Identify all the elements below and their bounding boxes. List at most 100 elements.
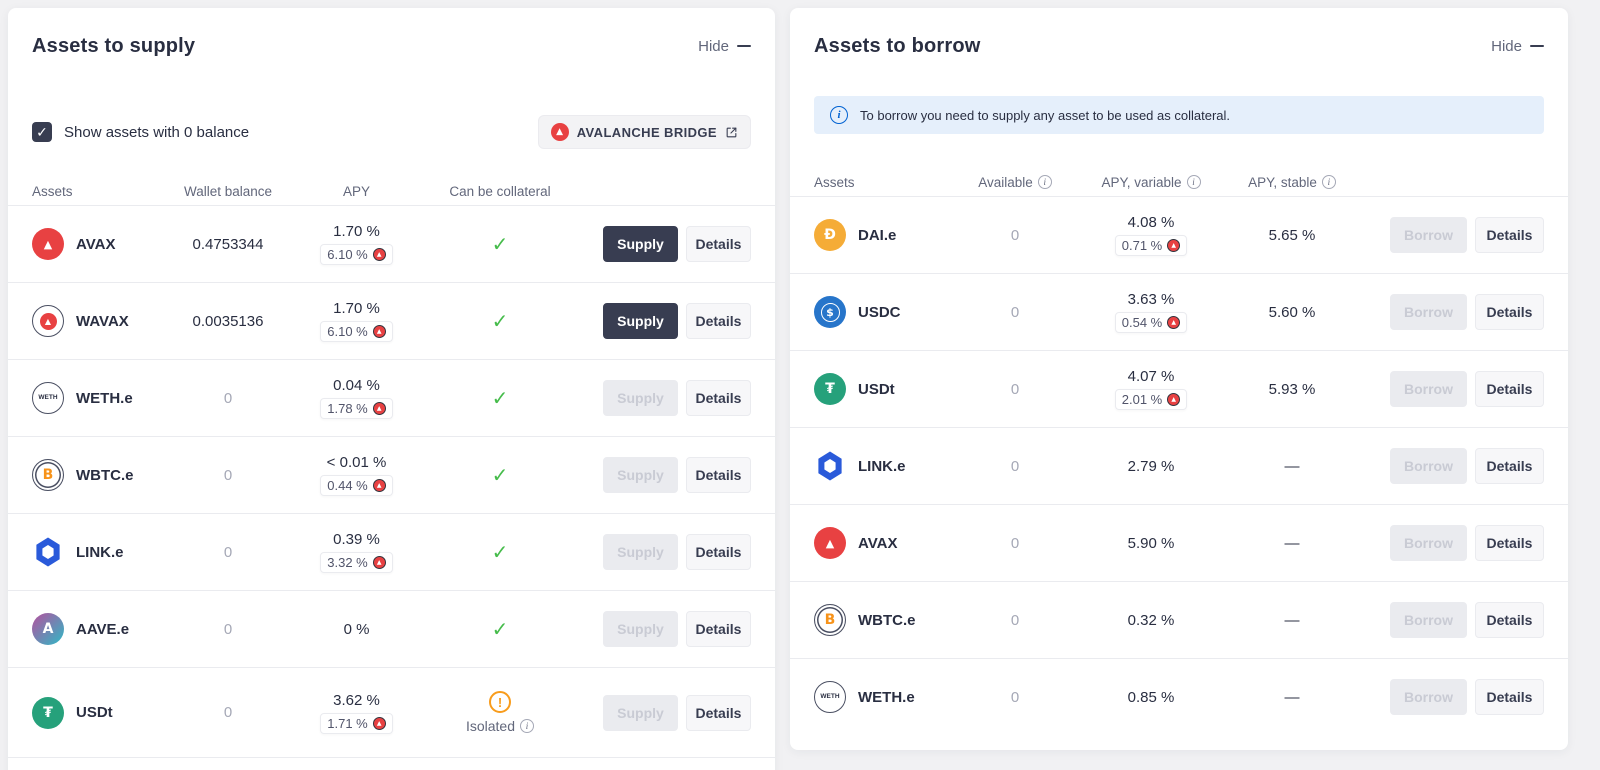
- supply-button[interactable]: Supply: [603, 303, 678, 339]
- supply-button[interactable]: Supply: [603, 694, 678, 731]
- coin-glyph: Ð: [824, 227, 836, 243]
- wallet-balance-value: 0.4753344: [192, 235, 264, 253]
- details-button[interactable]: Details: [1474, 525, 1544, 561]
- asset-cell: WETH WETH.e: [814, 681, 944, 713]
- coin-glyph: B: [42, 467, 54, 483]
- supply-button[interactable]: Supply: [603, 611, 678, 647]
- asset-cell: ▲ AVAX: [32, 228, 162, 260]
- borrow-button[interactable]: Borrow: [1390, 371, 1467, 407]
- column-header-apy-variable: APY, variable i: [1086, 175, 1216, 190]
- apy-reward-badge[interactable]: 1.78 % ▲: [320, 398, 393, 419]
- apy-variable-value: 4.07 %: [1127, 368, 1175, 385]
- apy-cell: 0.39 % 3.32 % ▲: [294, 531, 419, 573]
- collateral-info-banner: i To borrow you need to supply any asset…: [814, 96, 1544, 134]
- hide-button[interactable]: Hide: [1491, 38, 1544, 55]
- borrow-button[interactable]: Borrow: [1390, 217, 1467, 253]
- details-button[interactable]: Details: [685, 534, 751, 570]
- apy-stable-value: 5.65 %: [1268, 226, 1316, 244]
- link-icon: [32, 536, 64, 568]
- apy-reward-value: 6.10 %: [327, 324, 368, 339]
- details-button[interactable]: Details: [1474, 217, 1544, 253]
- borrow-button[interactable]: Borrow: [1390, 679, 1467, 715]
- details-button[interactable]: Details: [685, 380, 751, 416]
- available-value: 0: [1010, 303, 1020, 321]
- show-zero-balance-checkbox[interactable]: ✓ Show assets with 0 balance: [32, 122, 249, 142]
- details-button[interactable]: Details: [1474, 448, 1544, 484]
- borrow-button[interactable]: Borrow: [1390, 602, 1467, 638]
- supply-button[interactable]: Supply: [603, 457, 678, 493]
- avalanche-bridge-button[interactable]: ▲ AVALANCHE BRIDGE: [537, 115, 751, 149]
- info-icon[interactable]: i: [1186, 175, 1201, 189]
- table-row: ▲ WAVAX 0.0035136 1.70 % 6.10 % ▲ ✓ Supp…: [8, 282, 775, 359]
- asset-symbol: LINK.e: [858, 457, 906, 475]
- asset-symbol: USDC: [858, 303, 901, 321]
- supply-button[interactable]: Supply: [603, 380, 678, 416]
- info-icon[interactable]: i: [1321, 175, 1336, 189]
- details-button[interactable]: Details: [685, 303, 751, 339]
- details-button[interactable]: Details: [685, 694, 751, 731]
- apy-cell: 1.70 % 6.10 % ▲: [294, 300, 419, 342]
- check-icon: ✓: [491, 541, 509, 564]
- apy-cell: 1.70 % 6.10 % ▲: [294, 223, 419, 265]
- usdt-icon: ₮: [32, 696, 64, 729]
- apy-value: 0 %: [343, 620, 370, 638]
- supply-table-body: ▲ AVAX 0.4753344 1.70 % 6.10 % ▲ ✓ Suppl…: [8, 205, 775, 770]
- apy-reward-badge[interactable]: 0.54 % ▲: [1114, 312, 1188, 333]
- apy-reward-badge[interactable]: 3.32 % ▲: [320, 552, 393, 573]
- apy-reward-value: 1.71 %: [327, 715, 368, 731]
- apy-value: < 0.01 %: [326, 454, 387, 471]
- hide-label: Hide: [1491, 37, 1522, 55]
- supply-button[interactable]: Supply: [603, 534, 678, 570]
- check-icon: ✓: [491, 464, 509, 487]
- dai-icon: Ð: [814, 219, 846, 251]
- hide-button[interactable]: Hide: [698, 38, 751, 55]
- borrow-button[interactable]: Borrow: [1390, 525, 1467, 561]
- table-row: $ USDC 0 3.63 % 0.54 % ▲ 5.60 % Borrow D…: [790, 273, 1568, 350]
- borrow-button[interactable]: Borrow: [1390, 294, 1467, 330]
- info-icon[interactable]: i: [1037, 175, 1052, 189]
- apy-variable-value: 5.90 %: [1127, 534, 1175, 552]
- apy-reward-value: 2.01 %: [1121, 392, 1163, 407]
- apy-reward-badge[interactable]: 2.01 % ▲: [1114, 389, 1188, 410]
- borrow-button[interactable]: Borrow: [1390, 448, 1467, 484]
- details-button[interactable]: Details: [685, 457, 751, 493]
- asset-symbol: USDt: [76, 704, 113, 721]
- wallet-balance-value: 0: [223, 466, 233, 484]
- asset-cell: B WBTC.e: [814, 604, 944, 636]
- supply-button[interactable]: Supply: [603, 226, 678, 262]
- weth-icon: WETH: [32, 382, 64, 414]
- coin-glyph: ▲: [43, 237, 53, 251]
- apy-reward-value: 3.32 %: [327, 555, 368, 570]
- assets-to-borrow-panel: Assets to borrow Hide i To borrow you ne…: [790, 8, 1568, 750]
- details-button[interactable]: Details: [685, 611, 751, 647]
- available-value: 0: [1010, 534, 1020, 552]
- apy-cell: 0.04 % 1.78 % ▲: [294, 377, 419, 419]
- available-value: 0: [1010, 611, 1020, 629]
- warning-icon: !: [489, 691, 511, 713]
- details-button[interactable]: Details: [1474, 602, 1544, 638]
- bridge-button-label: AVALANCHE BRIDGE: [576, 124, 717, 140]
- apy-reward-value: 0.54 %: [1121, 315, 1163, 330]
- checkbox-checked-icon[interactable]: ✓: [32, 122, 52, 142]
- wbtc-icon: B: [814, 604, 846, 636]
- apy-reward-badge[interactable]: 1.71 % ▲: [320, 712, 393, 734]
- apy-stable-value: 5.60 %: [1268, 303, 1316, 321]
- apy-variable-cell: 0.85 %: [1086, 689, 1216, 706]
- apy-reward-badge[interactable]: 6.10 % ▲: [320, 321, 393, 342]
- details-button[interactable]: Details: [1474, 679, 1544, 715]
- apy-cell: 0 %: [294, 621, 419, 638]
- apy-reward-badge[interactable]: 6.10 % ▲: [320, 244, 393, 265]
- apy-reward-badge[interactable]: 0.71 % ▲: [1114, 235, 1188, 256]
- table-row: B WBTC.e 0 < 0.01 % 0.44 % ▲ ✓ Supply De…: [8, 436, 775, 513]
- details-button[interactable]: Details: [1474, 371, 1544, 407]
- apy-reward-value: 6.10 %: [327, 247, 368, 262]
- details-button[interactable]: Details: [685, 226, 751, 262]
- avalanche-mini-icon: ▲: [372, 479, 386, 492]
- info-icon[interactable]: i: [520, 719, 535, 733]
- details-button[interactable]: Details: [1474, 294, 1544, 330]
- apy-reward-badge[interactable]: 0.44 % ▲: [320, 475, 393, 496]
- column-header-assets: Assets: [32, 183, 73, 199]
- column-header-available: Available i: [950, 175, 1080, 190]
- collateral-cell: ✓: [425, 309, 575, 334]
- info-icon: i: [830, 106, 848, 124]
